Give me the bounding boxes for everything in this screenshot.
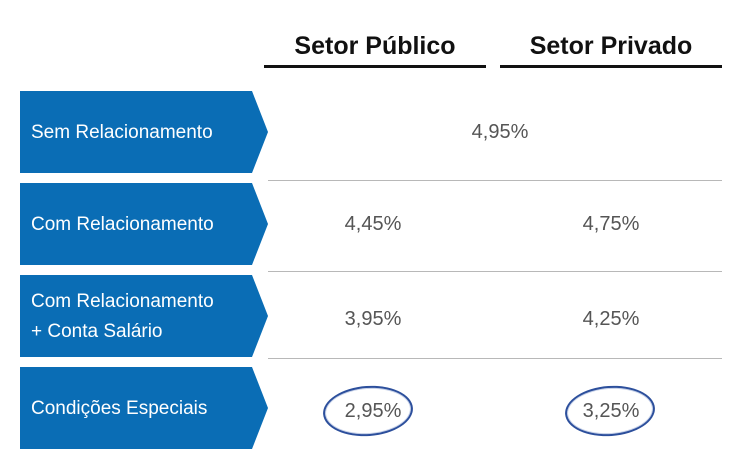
rate-privado-condicoes-especiais: 3,25% — [582, 400, 640, 422]
rate-sem-relacionamento: 4,95% — [471, 121, 529, 143]
rate-privado-com-relacionamento: 4,75% — [582, 213, 640, 235]
row-divider — [268, 358, 722, 359]
rate-publico-com-relacionamento: 4,45% — [344, 213, 402, 235]
row-label-text-line1: Com Relacionamento — [31, 290, 214, 312]
header-setor-privado: Setor Privado — [500, 28, 722, 68]
rate-privado-conta-salario: 4,25% — [582, 308, 640, 330]
rate-publico-condicoes-especiais: 2,95% — [344, 400, 402, 422]
row-label-text: Condições Especiais — [31, 397, 208, 419]
row-label-condicoes-especiais: Condições Especiais — [20, 367, 268, 449]
row-label-text: Com Relacionamento — [31, 213, 214, 235]
header-setor-publico: Setor Público — [264, 28, 486, 68]
row-label-text-line2: + Conta Salário — [31, 320, 163, 342]
row-label-com-relacionamento: Com Relacionamento — [20, 183, 268, 265]
row-label-com-relacionamento-conta-salario: Com Relacionamento + Conta Salário — [20, 275, 268, 357]
rate-publico-conta-salario: 3,95% — [344, 308, 402, 330]
row-divider — [268, 180, 722, 181]
row-label-sem-relacionamento: Sem Relacionamento — [20, 91, 268, 173]
row-divider — [268, 271, 722, 272]
row-label-text: Sem Relacionamento — [31, 121, 213, 143]
